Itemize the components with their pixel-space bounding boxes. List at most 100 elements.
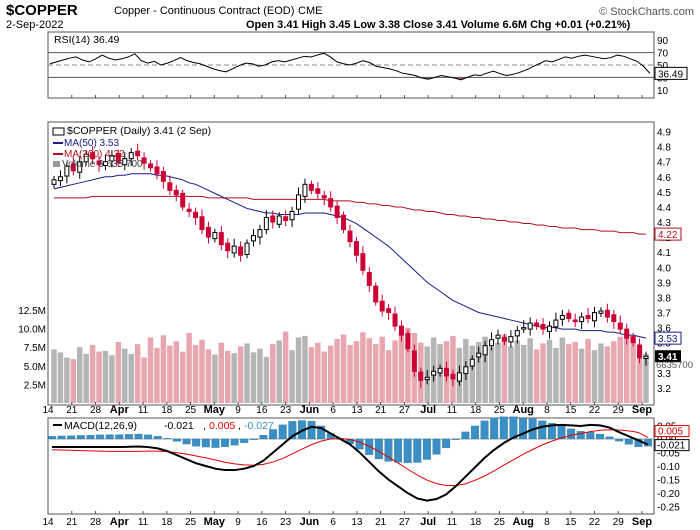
price-x-tick-label: 13 xyxy=(351,405,363,416)
volume-bar xyxy=(578,348,585,403)
candle-body xyxy=(482,345,488,356)
ma50-value-box xyxy=(654,331,682,345)
macd-histogram-bar xyxy=(567,428,576,440)
candle-body xyxy=(321,195,327,199)
macd-plot xyxy=(48,416,654,502)
macd-histogram-bar xyxy=(317,425,326,440)
candle-body xyxy=(296,194,302,210)
volume-bar xyxy=(167,345,173,403)
volume-bar xyxy=(179,351,186,403)
macd-x-tick-label: 11 xyxy=(138,517,149,528)
rsi-plot xyxy=(48,52,654,81)
volume-bar xyxy=(572,341,578,403)
volume-tick-label: 5.0M xyxy=(24,362,46,373)
candle-body xyxy=(90,152,96,160)
price-x-tick-label: 14 xyxy=(42,405,54,416)
macd-histogram-bar xyxy=(144,434,153,440)
volume-bar xyxy=(482,336,488,403)
macd-legend-hist: -0.027 xyxy=(244,420,274,432)
macd-histogram-bar xyxy=(211,438,220,448)
price-tick-label: 4.1 xyxy=(657,248,671,259)
macd-signal-line xyxy=(51,429,649,486)
candle-body xyxy=(643,355,649,360)
volume-bar xyxy=(611,341,617,403)
macd-histogram-bar xyxy=(442,438,451,449)
macd-tick-label: -0.20 xyxy=(657,489,680,500)
volume-bar xyxy=(450,335,456,403)
macd-x-tick-label: May xyxy=(204,516,226,528)
macd-x-tick-label: 6 xyxy=(330,517,336,528)
volume-bar xyxy=(308,347,315,403)
candle-body xyxy=(57,176,63,182)
rsi-value-box xyxy=(654,66,688,80)
candle-body xyxy=(122,158,128,166)
rsi-tick-label: 10 xyxy=(657,86,669,97)
volume-bar xyxy=(469,345,475,403)
candle-body xyxy=(572,319,578,323)
macd-histogram-bar xyxy=(605,436,614,440)
rsi-tick-label: 90 xyxy=(657,36,669,47)
macd-histogram-bar xyxy=(278,424,287,440)
macd-histogram-bar xyxy=(355,438,364,450)
macd-histogram-bar xyxy=(288,421,297,440)
macd-x-tick-label: 8 xyxy=(544,517,550,528)
candle-body xyxy=(154,166,160,175)
volume-bar xyxy=(553,347,559,403)
ma200-legend: MA(200) 4.22 xyxy=(64,149,125,160)
candle-body xyxy=(225,242,231,252)
macd-histogram-bar xyxy=(547,423,556,440)
volume-tick-label: 12.5M xyxy=(18,306,46,317)
candle-body xyxy=(373,285,379,303)
candle-body xyxy=(585,315,591,320)
volume-bar xyxy=(77,347,83,403)
price-legend-main: $COPPER (Daily) 3.41 (2 Sep) xyxy=(67,125,211,137)
volume-bar xyxy=(334,338,340,403)
price-x-tick-label: Aug xyxy=(513,404,534,416)
macd-x-tick-label: 25 xyxy=(494,517,506,528)
candle-body xyxy=(238,246,244,256)
volume-bar xyxy=(366,338,373,403)
volume-bar xyxy=(604,346,611,403)
axes: 907050301036.494.94.84.74.64.54.44.34.24… xyxy=(18,36,693,528)
macd-histogram-bar xyxy=(173,438,181,442)
price-x-tick-label: 15 xyxy=(565,405,577,416)
candle-body xyxy=(469,358,475,367)
price-x-tick-label: Sep xyxy=(632,404,652,416)
candle-body xyxy=(360,253,366,271)
candle-body xyxy=(148,163,154,169)
volume-bar xyxy=(199,339,205,403)
price-legend: $COPPER (Daily) 3.41 (2 Sep) MA(50) 3.53… xyxy=(52,125,211,170)
candle-body xyxy=(283,216,289,222)
volume-bar xyxy=(128,353,134,403)
price-tick-label: 3.7 xyxy=(657,309,671,320)
volume-bar xyxy=(134,344,141,403)
volume-bar xyxy=(51,349,57,403)
candle-body xyxy=(96,160,102,166)
macd-histogram-bar xyxy=(96,434,105,440)
watermark: © StockCharts.com xyxy=(599,6,694,18)
macd-legend-value: -0.021 xyxy=(164,420,194,432)
volume-bar xyxy=(340,334,347,403)
close-value-label: 3.41 xyxy=(658,352,678,363)
rsi-tick-label: 50 xyxy=(657,61,669,72)
candle-body xyxy=(135,150,141,157)
macd-histogram-bar xyxy=(134,433,143,440)
candle-body xyxy=(598,310,604,314)
macd-histogram-bar xyxy=(557,425,566,440)
candle-body xyxy=(218,232,224,246)
macd-histogram-bar xyxy=(471,425,479,440)
volume-bar xyxy=(559,337,566,403)
candle-body xyxy=(276,215,282,225)
volume-bar xyxy=(385,350,392,403)
volume-bar xyxy=(205,349,212,403)
candle-body xyxy=(437,367,443,374)
macd-x-tick-label: Aug xyxy=(513,516,534,528)
candle-body xyxy=(489,339,495,347)
volume-bar xyxy=(540,343,546,403)
volume-bar xyxy=(527,338,533,403)
price-x-tick-label: 11 xyxy=(447,405,458,416)
price-tick-label: 4.8 xyxy=(657,143,671,154)
macd-histogram-bar xyxy=(201,438,210,448)
macd-histogram-bar xyxy=(422,438,431,460)
candle-body xyxy=(83,153,89,163)
